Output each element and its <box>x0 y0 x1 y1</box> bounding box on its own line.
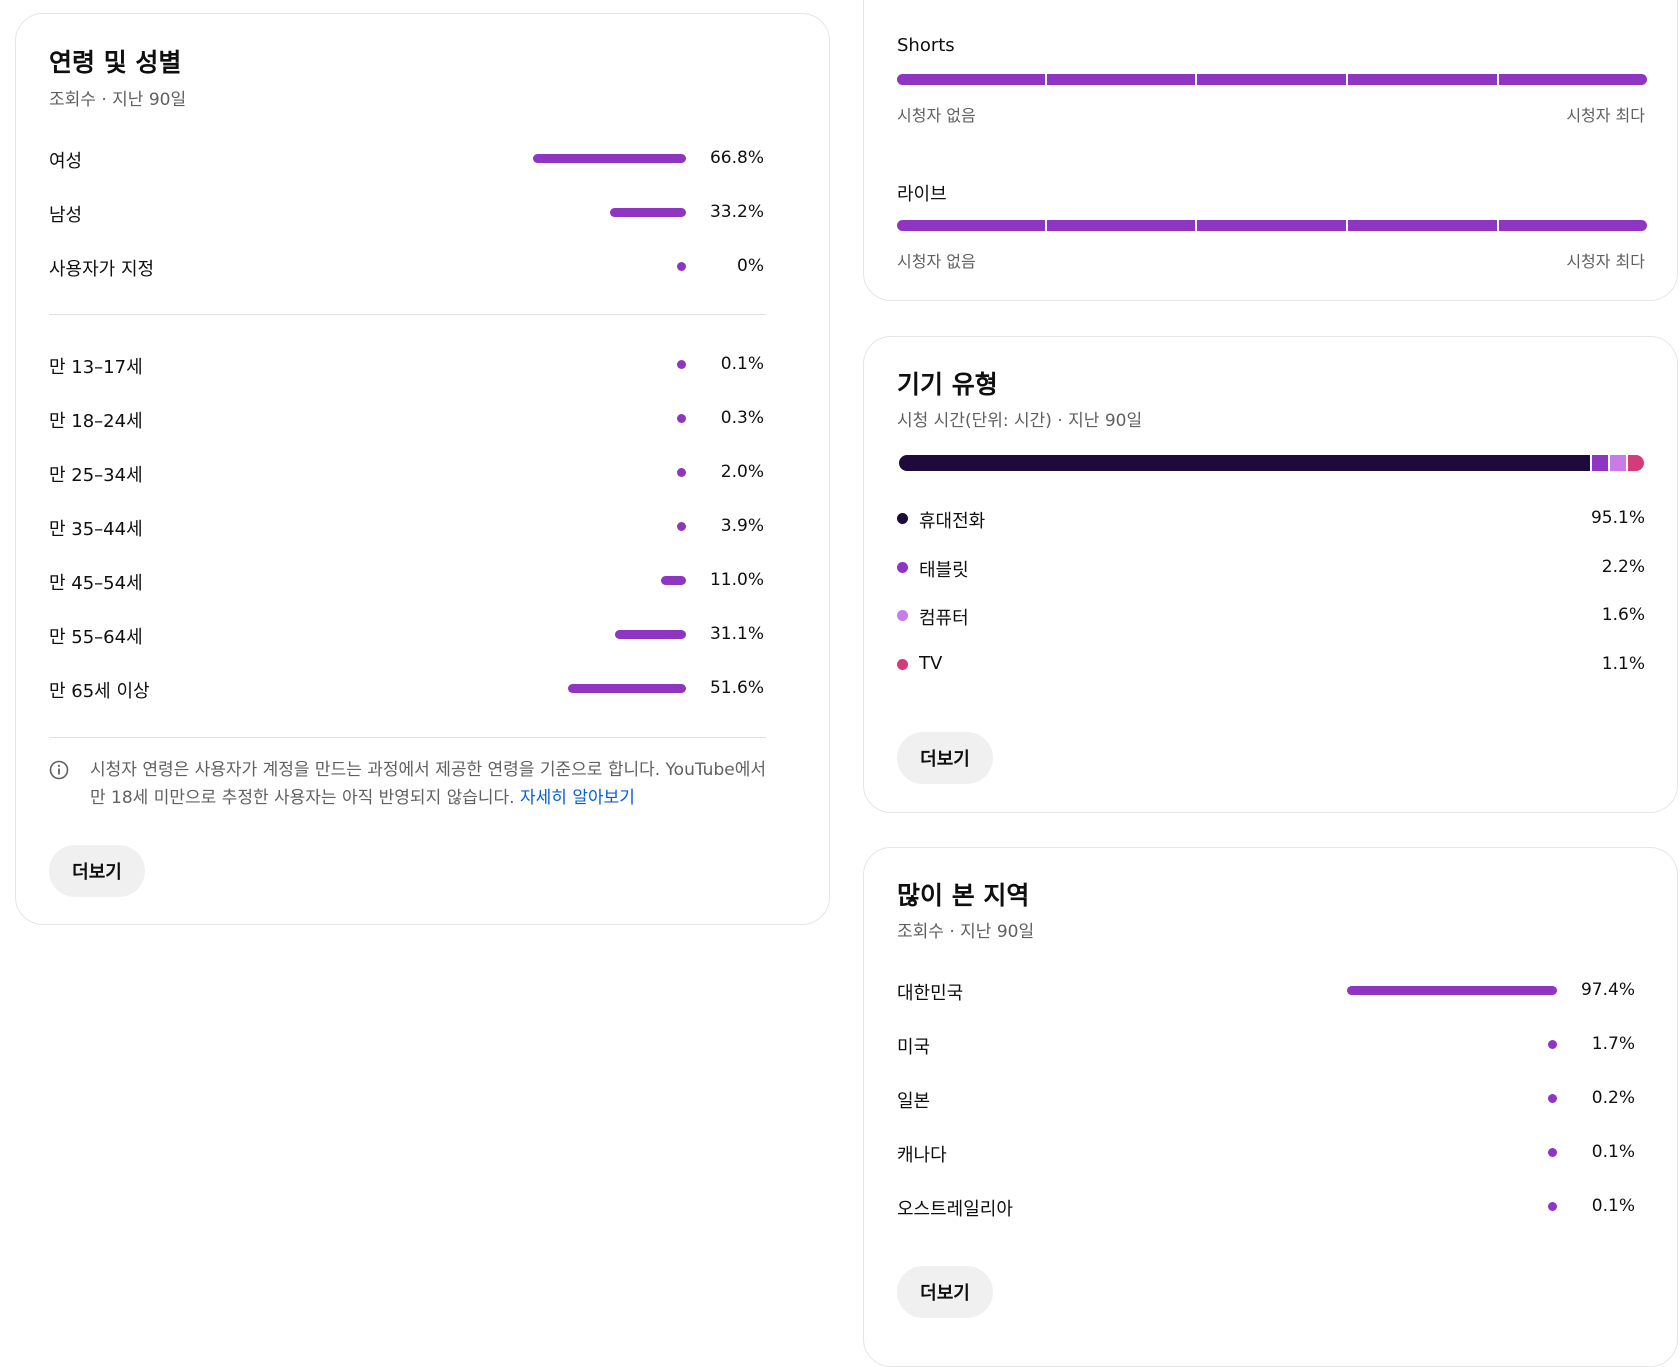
age-bar <box>615 630 686 639</box>
age-bar <box>661 576 686 585</box>
scale-segment <box>1348 220 1497 231</box>
age-bar <box>677 414 686 423</box>
device-type-card: 기기 유형 시청 시간(단위: 시간) · 지난 90일 휴대전화 95.1% … <box>863 336 1678 813</box>
device-value: 2.2% <box>1601 557 1645 577</box>
content-type-label: Shorts <box>897 35 955 56</box>
geo-bar <box>1347 986 1557 995</box>
geo-label: 일본 <box>897 1091 931 1112</box>
device-stack-segment <box>899 455 1590 471</box>
card-subtitle: 시청 시간(단위: 시간) · 지난 90일 <box>897 411 1143 431</box>
gender-bar <box>610 208 686 217</box>
learn-more-link[interactable]: 자세히 알아보기 <box>520 788 635 808</box>
device-value: 1.6% <box>1601 605 1645 625</box>
age-gender-more-button[interactable]: 더보기 <box>49 845 145 897</box>
gender-bar <box>677 262 686 271</box>
age-note: 시청자 연령은 사용자가 계정을 만드는 과정에서 제공한 연령을 기준으로 합… <box>90 756 770 812</box>
geo-label: 오스트레일리아 <box>897 1199 1013 1220</box>
device-label: 태블릿 <box>919 560 969 581</box>
geo-label: 미국 <box>897 1037 931 1058</box>
age-gender-card: 연령 및 성별 조회수 · 지난 90일 여성 66.8% 남성 33.2% 사… <box>15 13 830 925</box>
geo-label: 캐나다 <box>897 1145 947 1166</box>
age-value: 0.1% <box>720 354 764 374</box>
geo-label: 대한민국 <box>897 983 964 1004</box>
device-label: 컴퓨터 <box>919 608 969 629</box>
divider <box>49 314 766 315</box>
legend-dot <box>897 562 908 573</box>
age-value: 31.1% <box>709 624 764 644</box>
device-stack-segment <box>1628 455 1645 471</box>
divider <box>49 737 766 738</box>
content-type-label: 라이브 <box>897 184 947 205</box>
scale-segment <box>897 220 1045 231</box>
scale-segment <box>1047 220 1195 231</box>
age-value: 3.9% <box>720 516 764 536</box>
geo-value: 0.1% <box>1591 1142 1635 1162</box>
age-note-text: 시청자 연령은 사용자가 계정을 만드는 과정에서 제공한 연령을 기준으로 합… <box>90 760 766 808</box>
age-value: 11.0% <box>709 570 764 590</box>
scale-max-label: 시청자 최다 <box>1566 106 1645 125</box>
device-stack-segment <box>1592 455 1609 471</box>
age-label: 만 55–64세 <box>49 627 143 648</box>
card-title: 많이 본 지역 <box>897 881 1030 910</box>
geo-bar <box>1548 1040 1557 1049</box>
scale-segment <box>1197 220 1346 231</box>
gender-bar <box>533 154 686 163</box>
age-value: 51.6% <box>709 678 764 698</box>
geo-value: 0.2% <box>1591 1088 1635 1108</box>
content-type-scale <box>897 74 1647 85</box>
device-label: TV <box>919 653 943 674</box>
scale-segment <box>1047 74 1195 85</box>
age-label: 만 25–34세 <box>49 465 143 486</box>
age-label: 만 18–24세 <box>49 411 143 432</box>
gender-value: 66.8% <box>709 148 764 168</box>
legend-dot <box>897 610 908 621</box>
age-label: 만 45–54세 <box>49 573 143 594</box>
scale-min-label: 시청자 없음 <box>897 106 976 125</box>
scale-max-label: 시청자 최다 <box>1566 252 1645 271</box>
age-label: 만 65세 이상 <box>49 681 150 702</box>
device-label: 휴대전화 <box>919 511 986 532</box>
scale-segment <box>1348 74 1497 85</box>
age-value: 0.3% <box>720 408 764 428</box>
content-type-scale <box>897 220 1647 231</box>
device-stack-segment <box>1610 455 1627 471</box>
age-label: 만 35–44세 <box>49 519 143 540</box>
device-more-button[interactable]: 더보기 <box>897 732 993 784</box>
gender-label: 여성 <box>49 151 83 172</box>
device-value: 1.1% <box>1601 654 1645 674</box>
scale-segment <box>897 74 1045 85</box>
card-subtitle: 조회수 · 지난 90일 <box>49 90 187 110</box>
gender-label: 사용자가 지정 <box>49 259 155 280</box>
legend-dot <box>897 659 908 670</box>
geo-bar <box>1548 1202 1557 1211</box>
card-title: 연령 및 성별 <box>49 48 182 77</box>
geo-bar <box>1548 1094 1557 1103</box>
gender-value: 33.2% <box>709 202 764 222</box>
age-bar <box>677 468 686 477</box>
age-bar <box>677 522 686 531</box>
card-subtitle: 조회수 · 지난 90일 <box>897 922 1035 942</box>
age-bar <box>568 684 686 693</box>
geography-card: 많이 본 지역 조회수 · 지난 90일 대한민국 97.4% 미국 1.7% … <box>863 847 1678 1367</box>
age-label: 만 13–17세 <box>49 357 143 378</box>
geo-value: 0.1% <box>1591 1196 1635 1216</box>
gender-label: 남성 <box>49 205 83 226</box>
content-type-card: Shorts 시청자 없음 시청자 최다 라이브 시청자 없음 시청자 최다 <box>863 0 1678 301</box>
geo-more-button[interactable]: 더보기 <box>897 1266 993 1318</box>
scale-segment <box>1499 220 1647 231</box>
scale-segment <box>1197 74 1346 85</box>
age-value: 2.0% <box>720 462 764 482</box>
geo-bar <box>1548 1148 1557 1157</box>
scale-min-label: 시청자 없음 <box>897 252 976 271</box>
geo-value: 1.7% <box>1591 1034 1635 1054</box>
scale-segment <box>1499 74 1647 85</box>
info-icon <box>49 760 69 780</box>
gender-value: 0% <box>737 256 764 276</box>
geo-value: 97.4% <box>1580 980 1635 1000</box>
device-value: 95.1% <box>1590 508 1645 528</box>
card-title: 기기 유형 <box>897 370 998 399</box>
legend-dot <box>897 513 908 524</box>
device-stacked-bar <box>899 455 1647 471</box>
age-bar <box>677 360 686 369</box>
